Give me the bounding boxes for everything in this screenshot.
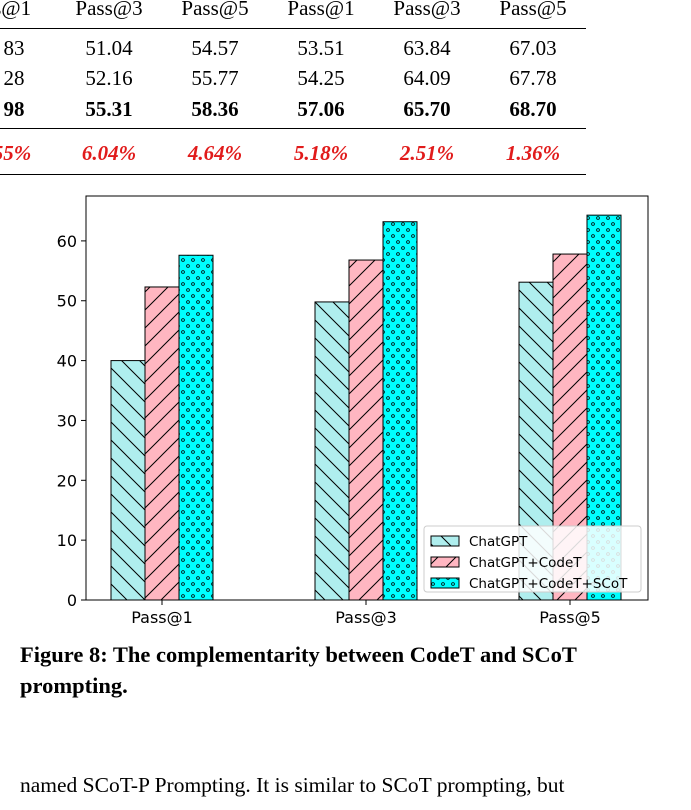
legend-frame: [423, 525, 642, 593]
table-header-cell: ss@1: [0, 0, 32, 20]
table-cell: 28: [3, 66, 25, 90]
figure-caption-line2: prompting.: [20, 673, 128, 698]
y-tick-label: 30: [57, 411, 77, 430]
table-cell: 54.57: [191, 36, 239, 60]
y-tick-label: 10: [57, 531, 77, 550]
figure-caption: Figure 8: The complementarity between Co…: [20, 639, 691, 701]
x-tick-label: Pass@5: [539, 608, 601, 627]
table-header-cell: Pass@5: [499, 0, 567, 20]
table-cell: 67.03: [509, 36, 557, 60]
plot-frame: [85, 195, 649, 601]
y-tick-label: 40: [57, 352, 77, 371]
table-final-rule: [0, 174, 586, 175]
table-improvement-cell: 4.64%: [187, 141, 243, 165]
table-improvement-cell: 2.51%: [399, 141, 455, 165]
table-cell: 63.84: [403, 36, 451, 60]
table-cell: 54.25: [297, 66, 345, 90]
table-improvement-cell: 6.04%: [81, 141, 137, 165]
y-tick-label: 50: [57, 292, 77, 311]
table-improvement-cell: 1.36%: [505, 141, 561, 165]
legend-label: ChatGPT: [469, 534, 528, 550]
body-paragraph: named SCoT-P Prompting. It is similar to…: [20, 773, 565, 797]
bar-chatgpt-pass-3: [314, 301, 350, 601]
legend-label: ChatGPT+CodeT: [469, 555, 582, 571]
bar-chatgpt-codet-pass-3: [348, 259, 384, 601]
table-cell-best: 55.31: [85, 97, 133, 121]
legend-swatch: [430, 556, 460, 568]
table-cell: 52.16: [85, 66, 133, 90]
bar-chatgpt-codet-scot-pass-3: [382, 221, 418, 601]
table-cell: 67.78: [509, 66, 557, 90]
legend-label: ChatGPT+CodeT+SCoT: [469, 576, 628, 592]
y-tick-label: 20: [57, 471, 77, 490]
results-table: ss@1 Pass@3 Pass@5 Pass@1 Pass@3 Pass@5 …: [0, 0, 691, 180]
table-improvement-cell: 55%: [0, 141, 32, 165]
table-improvement-cell: 5.18%: [293, 141, 349, 165]
table-cell-best: 98: [3, 97, 25, 121]
table-header-cell: Pass@3: [393, 0, 461, 20]
x-tick-label: Pass@3: [335, 608, 397, 627]
table-header-cell: Pass@3: [75, 0, 143, 20]
table-header-cell: Pass@1: [287, 0, 355, 20]
table-cell: 64.09: [403, 66, 451, 90]
table-cell: 83: [3, 36, 25, 60]
table-header-rule: [0, 28, 586, 29]
y-tick-label: 60: [57, 232, 77, 251]
table-header-cell: Pass@5: [181, 0, 249, 20]
table-cell-best: 65.70: [403, 97, 451, 121]
table-cell-best: 58.36: [191, 97, 239, 121]
bar-chatgpt-pass-1: [110, 360, 146, 601]
legend-swatch: [430, 535, 460, 547]
legend-swatch: [430, 577, 460, 589]
bar-chatgpt-codet-pass-1: [144, 286, 180, 601]
y-tick-label: 0: [67, 591, 77, 610]
table-cell-best: 68.70: [509, 97, 557, 121]
table-bottom-rule: [0, 128, 586, 129]
x-tick-label: Pass@1: [131, 608, 193, 627]
figure-caption-line1: Figure 8: The complementarity between Co…: [20, 642, 577, 667]
table-cell: 51.04: [85, 36, 133, 60]
table-cell-best: 57.06: [297, 97, 345, 121]
bar-chatgpt-codet-scot-pass-1: [178, 254, 214, 601]
table-cell: 55.77: [191, 66, 239, 90]
table-cell: 53.51: [297, 36, 345, 60]
legend: ChatGPT ChatGPT+CodeT ChatGPT+CodeT+SCoT: [423, 525, 642, 593]
